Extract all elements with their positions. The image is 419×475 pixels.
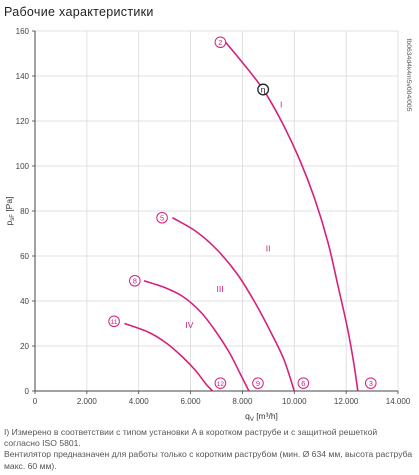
point-marker [129,274,141,287]
y-tick-label: 160 [16,27,30,36]
x-tick-label: 4.000 [129,397,150,406]
x-tick-label: 10.000 [282,397,307,406]
point-marker [214,36,227,49]
axes [32,30,399,394]
y-tick-label: 140 [16,72,30,81]
point-marker-label: 9 [256,379,260,388]
point-marker [364,377,377,389]
curve-iv [124,322,214,392]
curve-ii [172,217,296,392]
y-tick-label: 0 [25,387,30,396]
x-tick-label: 12.000 [334,397,359,406]
y-tick-label: 20 [20,342,29,351]
efficiency-marker [257,83,270,96]
curve-label: IV [185,320,193,330]
efficiency-marker-label: η [261,85,266,95]
y-tick-label: 40 [20,297,29,306]
y-axis-label: psF [Pa] [4,197,16,226]
point-marker-label: 11 [111,319,118,326]
point-marker [252,377,264,389]
point-marker-label: 12 [217,381,225,388]
point-marker-label: 5 [160,214,164,223]
y-tick-label: 120 [16,117,30,126]
x-tick-label: 14.000 [386,397,411,406]
side-code: fb0634d4k4m5v004/005 [405,39,412,112]
point-marker [156,211,168,224]
point-marker-label: 8 [133,277,137,286]
point-marker [214,377,227,389]
x-axis-label: qV [m³/h] [245,411,278,423]
curve-label: II [266,244,271,254]
x-tick-label: 8.000 [232,397,253,406]
point-marker-label: 3 [369,379,373,388]
point-marker [108,315,120,328]
footnotes: I) Измерено в соответствии с типом устан… [4,427,414,472]
y-tick-label: 80 [20,207,29,216]
grid-lines [35,30,399,391]
x-tick-label: 2.000 [77,397,98,406]
point-marker [297,377,310,389]
y-tick-label: 100 [16,162,30,171]
x-tick-label: 6.000 [181,397,202,406]
curve-label: III [217,284,224,294]
curve-i [224,41,359,392]
axis-labels: 0 2.000 4.000 6.000 8.000 10.000 12.000 14.000 0… [4,27,412,423]
point-marker-label: 6 [301,379,305,388]
point-marker-label: 2 [218,38,222,47]
footnote-2: Вентилятор предназначен для работы тольк… [4,449,413,471]
curve-label: I [280,100,282,110]
y-tick-label: 60 [20,252,29,261]
curve-iii [143,279,250,392]
footnote-1: I) Измерено в соответствии с типом устан… [4,427,378,449]
x-tick-label: 0 [33,397,38,406]
page-title: Рабочие характеристики [4,5,154,19]
markers: 2 5 8 11 3 6 9 12 η [108,36,377,389]
